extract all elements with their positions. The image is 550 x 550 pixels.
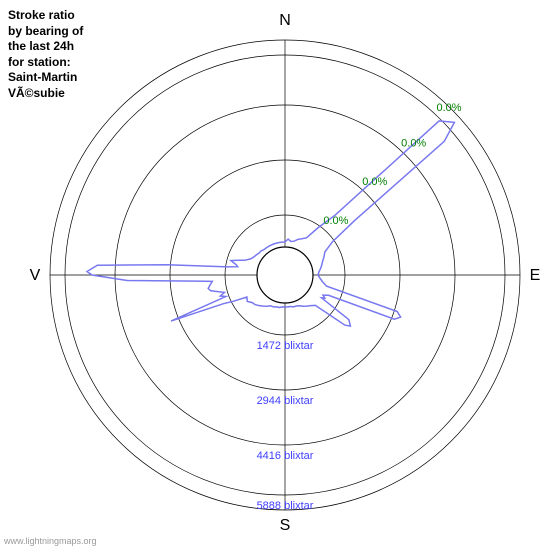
ring-label: 2944 blixtar bbox=[257, 395, 314, 407]
ring-label-top: 0.0% bbox=[437, 102, 462, 114]
title-line1: Stroke ratio bbox=[8, 8, 75, 22]
title-line4: for station: bbox=[8, 55, 71, 69]
ring-label-top: 0.0% bbox=[401, 137, 426, 149]
cardinal-s: S bbox=[280, 517, 291, 534]
chart-title: Stroke ratio by bearing of the last 24h … bbox=[8, 8, 83, 102]
title-line5: Saint-Martin bbox=[8, 70, 77, 84]
ring-label: 4416 blixtar bbox=[257, 450, 314, 462]
ring-label-top: 0.0% bbox=[323, 215, 348, 227]
title-line3: the last 24h bbox=[8, 39, 74, 53]
title-line2: by bearing of bbox=[8, 24, 83, 38]
ring-label-top: 0.0% bbox=[362, 176, 387, 188]
title-line6: VÃ©subie bbox=[8, 86, 65, 100]
footer-attribution: www.lightningmaps.org bbox=[4, 536, 97, 546]
cardinal-e: E bbox=[530, 267, 541, 284]
ring-label: 5888 blixtar bbox=[257, 500, 314, 512]
cardinal-v: V bbox=[30, 267, 41, 284]
cardinal-n: N bbox=[279, 12, 291, 29]
ring-label: 1472 blixtar bbox=[257, 340, 314, 352]
